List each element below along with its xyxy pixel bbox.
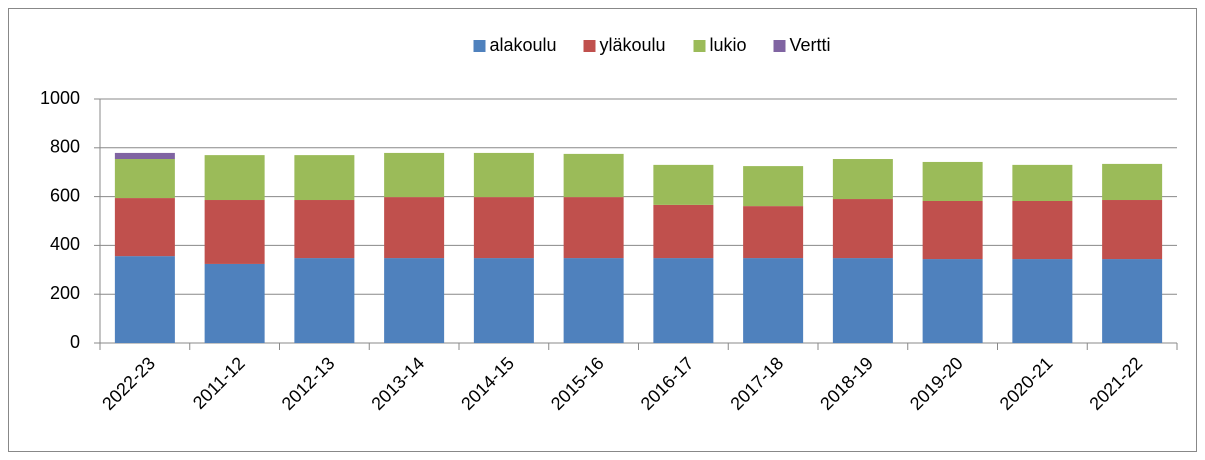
bar-segment [1102, 259, 1163, 343]
bar-segment [473, 258, 534, 343]
y-tick-label: 600 [50, 185, 80, 205]
bar-segment [384, 152, 445, 198]
bar-segment [384, 258, 445, 343]
y-tick-label: 800 [50, 137, 80, 157]
bar-segment [653, 164, 714, 205]
legend-label: yläkoulu [600, 35, 666, 55]
legend-swatch [773, 40, 786, 52]
y-tick-label: 1000 [40, 88, 80, 108]
y-tick-label: 400 [50, 234, 80, 254]
legend-swatch [583, 40, 596, 52]
legend-swatch [473, 40, 486, 52]
bar-segment [922, 161, 983, 201]
bar-segment [1012, 200, 1073, 260]
bar-segment [563, 258, 624, 343]
y-tick-label: 200 [50, 283, 80, 303]
legend-label: lukio [710, 35, 747, 55]
bar-segment [1102, 200, 1163, 260]
bar-segment [832, 199, 893, 259]
bar-segment [294, 200, 355, 259]
bar-segment [653, 258, 714, 343]
bar-segment [563, 153, 624, 198]
bar-segment [204, 155, 265, 201]
bar-segment [294, 155, 355, 201]
bar-segment [922, 200, 983, 260]
bar-segment [743, 166, 804, 207]
bar-segment [114, 198, 175, 257]
legend-label: alakoulu [490, 35, 557, 55]
bar-segment [114, 152, 175, 160]
bar-segment [384, 197, 445, 259]
bar-segment [1012, 259, 1073, 343]
bar-segment [1102, 163, 1163, 201]
bar-segment [832, 159, 893, 200]
bar-segment [473, 152, 534, 198]
bar-segment [563, 197, 624, 259]
bar-segment [114, 159, 175, 199]
bar-segment [653, 204, 714, 259]
legend-label: Vertti [790, 35, 831, 55]
bar-segment [922, 259, 983, 343]
bar-segment [204, 200, 265, 264]
bar-segment [294, 258, 355, 343]
bar-segment [743, 206, 804, 259]
bar-segment [1012, 164, 1073, 201]
bar-segment [204, 263, 265, 343]
bar-segment [743, 258, 804, 343]
bar-segment [473, 197, 534, 259]
bar-segment [114, 256, 175, 343]
y-tick-label: 0 [70, 332, 80, 352]
legend-swatch [693, 40, 706, 52]
bar-segment [832, 258, 893, 343]
